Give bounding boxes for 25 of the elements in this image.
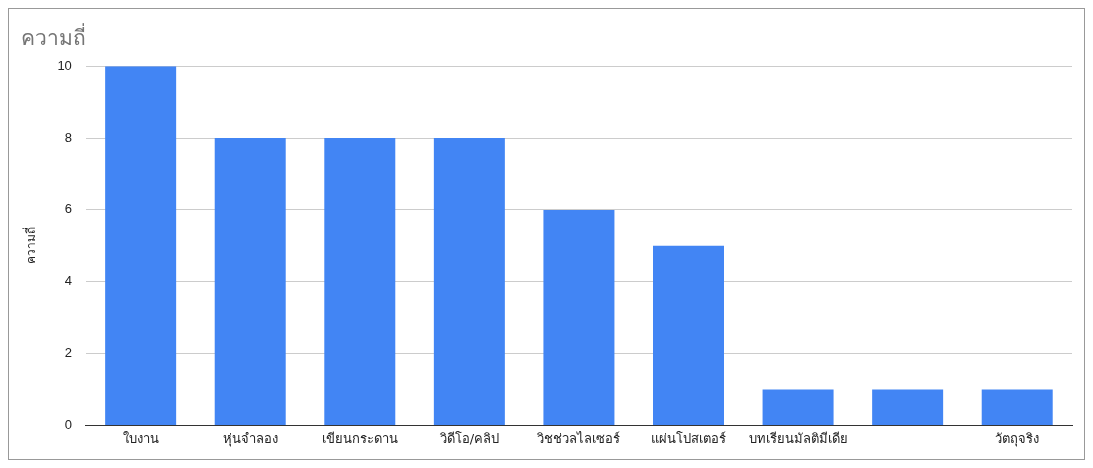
x-tick-label: วิชช่วลไลเซอร์ [536, 430, 621, 446]
bar [433, 138, 505, 425]
bar [762, 389, 834, 425]
bar [981, 389, 1053, 425]
bar [872, 389, 944, 425]
x-tick-label: หุ่นจำลอง [222, 430, 278, 447]
bar [543, 209, 615, 425]
bar [105, 66, 177, 425]
y-tick-label: 2 [64, 345, 72, 361]
y-axis-title: ความถี่ [22, 227, 39, 265]
y-tick-label: 0 [64, 416, 72, 432]
x-tick-label: ใบงาน [122, 430, 159, 446]
x-tick-label: วัตถุจริง [995, 430, 1040, 447]
chart-title: ความถี่ [21, 23, 86, 51]
x-tick-label: แผ่นโปสเตอร์ [651, 430, 726, 446]
x-tick-label: เขียนกระดาน [321, 430, 398, 446]
x-tick-label: วิดีโอ/คลิป [438, 430, 500, 446]
x-tick-label: บทเรียนมัลติมีเดีย [748, 430, 848, 446]
y-tick-label: 10 [57, 57, 72, 73]
y-tick-label: 6 [64, 201, 72, 217]
y-tick-label: 8 [64, 129, 72, 145]
y-tick-label: 4 [64, 273, 72, 289]
bar [324, 138, 396, 425]
bar [214, 138, 286, 425]
bar [653, 245, 724, 425]
